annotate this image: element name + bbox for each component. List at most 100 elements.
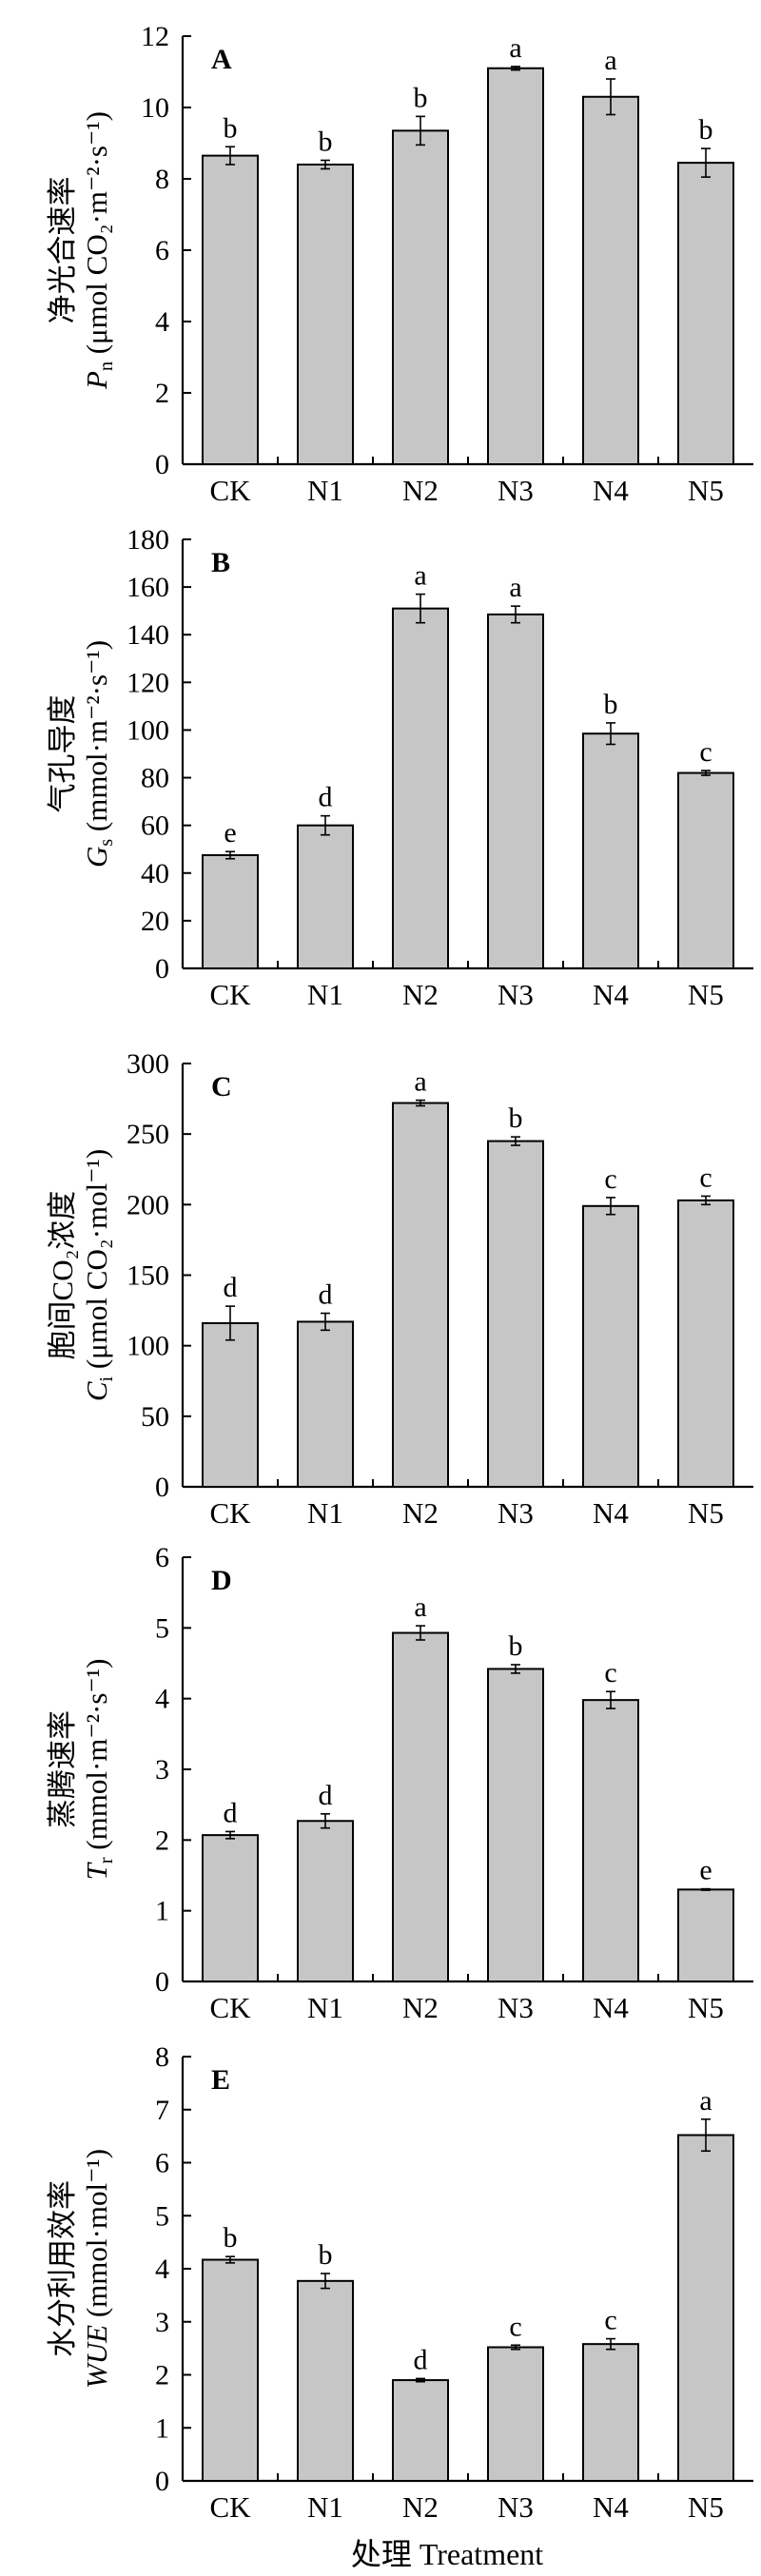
panel-b-y-label-subscript: s — [96, 839, 117, 847]
panel-c-y-tick-label: 0 — [155, 1472, 169, 1503]
panel-d-significance-label: e — [699, 1855, 712, 1886]
panel-d-y-label-variable: T — [80, 1861, 113, 1880]
panel-d-y-label-cn: 蒸腾速率 — [46, 1710, 79, 1828]
panel-b-category-label: CK — [209, 978, 251, 1011]
panel-e-bar — [677, 2134, 734, 2482]
panel-c-category-label: CK — [209, 1496, 251, 1530]
panel-a-y-tick-label: 8 — [155, 164, 169, 195]
panel-b-y-label-unit: Gs (mmol·m⁻²·s⁻¹) — [80, 640, 117, 868]
panel-d-significance-label: b — [509, 1630, 523, 1662]
panel-d-y-tick-label: 6 — [155, 1542, 169, 1573]
panel-d-significance-label: c — [604, 1657, 616, 1688]
panel-b-y-tick-label: 160 — [127, 572, 169, 603]
panel-a-category-label: N1 — [307, 474, 343, 507]
panel-a-significance-label: b — [699, 114, 713, 146]
panel-c-bar — [297, 1320, 354, 1488]
panel-b-bar — [297, 824, 354, 970]
panel-a-letter: A — [211, 44, 232, 75]
panel-a-bar — [487, 67, 544, 465]
panel-b-category-label: N2 — [402, 978, 439, 1011]
panel-c-bar — [582, 1204, 639, 1488]
panel-a-bar — [392, 129, 449, 465]
panel-b-significance-label: a — [509, 572, 521, 603]
panel-e-category-label: N2 — [402, 2490, 439, 2524]
panel-c-y-tick-label: 200 — [127, 1189, 169, 1220]
panel-b-y-tick-label: 100 — [127, 714, 169, 746]
panel-c-bar — [487, 1140, 544, 1489]
panel-d-category-label: N1 — [307, 1991, 343, 2024]
panel-a-bar — [582, 95, 639, 465]
panel-c-y-tick-label: 50 — [141, 1401, 169, 1433]
panel-c-significance-label: b — [509, 1103, 523, 1134]
panel-a-category-label: N5 — [688, 474, 724, 507]
panel-d-category-label: N5 — [688, 1991, 724, 2024]
panel-c-y-tick-label: 100 — [127, 1331, 169, 1362]
panel-e-significance-label: d — [414, 2344, 428, 2375]
panel-b-y-label-units: (mmol·m⁻²·s⁻¹) — [80, 640, 113, 839]
panel-b-letter: B — [211, 547, 230, 578]
panel-a-bar — [297, 164, 354, 465]
panel-b-significance-label: c — [699, 736, 712, 768]
panel-d-bar — [297, 1820, 354, 1982]
panel-b-y-tick-label: 180 — [127, 524, 169, 556]
panel-e-y-label-units: (mmol·mol⁻¹) — [80, 2149, 113, 2325]
panel-b-y-tick-label: 80 — [141, 763, 169, 794]
panel-a-bar — [677, 162, 734, 465]
panel-d-category-label: N4 — [593, 1991, 629, 2024]
panel-d-bar — [392, 1631, 449, 1982]
panel-d-y-tick-label: 3 — [155, 1754, 169, 1786]
panel-e-y-label-unit: WUE (mmol·mol⁻¹) — [80, 2149, 113, 2389]
panel-c-y-label-unit: Ci (μmol CO₂·mol⁻¹) — [80, 1149, 117, 1401]
panel-c-category-label: N5 — [688, 1496, 724, 1530]
panel-b-bar — [582, 732, 639, 969]
panel-d-significance-label: a — [414, 1591, 426, 1623]
panel-e-category-label: N3 — [498, 2490, 534, 2524]
panel-a-y-tick-label: 6 — [155, 235, 169, 266]
panel-c-category-label: N1 — [307, 1496, 343, 1530]
panel-e-bar — [487, 2346, 544, 2483]
panel-e-y-tick-label: 3 — [155, 2307, 169, 2338]
panel-d-y-tick-label: 5 — [155, 1612, 169, 1644]
panel-b-category-label: N1 — [307, 978, 343, 1011]
panel-e-category-label: N5 — [688, 2490, 724, 2524]
panel-b-y-tick-label: 40 — [141, 858, 169, 889]
panel-d-y-tick-label: 1 — [155, 1896, 169, 1927]
panel-d-significance-label: d — [319, 1780, 333, 1811]
panel-b-bar — [677, 771, 734, 969]
panel-b-significance-label: d — [319, 782, 333, 813]
panel-d-bar — [487, 1668, 544, 1982]
panel-e-category-label: CK — [209, 2490, 251, 2524]
panel-a-category-label: CK — [209, 474, 251, 507]
panel-c-letter: C — [211, 1071, 232, 1103]
panel-e-significance-label: c — [509, 2311, 521, 2342]
panel-a-bar — [202, 154, 259, 465]
panel-c-bar — [202, 1321, 259, 1489]
panel-c-significance-label: d — [224, 1272, 238, 1303]
panel-b-bar — [202, 853, 259, 969]
panel-d-y-label-units: (mmol·m⁻²·s⁻¹) — [80, 1659, 113, 1858]
panel-d-category-label: CK — [209, 1991, 251, 2024]
panel-b-bar — [487, 613, 544, 969]
panel-e-bar — [202, 2258, 259, 2482]
panel-b-significance-label: e — [224, 817, 236, 849]
panel-a-y-tick-label: 12 — [141, 21, 169, 52]
panel-e-y-label-variable: WUE — [80, 2325, 113, 2389]
panel-c-bar — [677, 1199, 734, 1488]
x-axis-title: 处理 Treatment — [351, 2537, 543, 2571]
panel-e-y-tick-label: 0 — [155, 2466, 169, 2497]
panel-c-significance-label: c — [604, 1163, 616, 1195]
panel-e-y-label-cn: 水分利用效率 — [46, 2180, 79, 2357]
panel-e-y-tick-label: 4 — [155, 2254, 169, 2285]
panel-a-y-label-subscript: n — [96, 361, 117, 371]
panel-e-bar — [392, 2379, 449, 2482]
panel-e-bar — [297, 2279, 354, 2483]
panel-a-significance-label: a — [604, 45, 616, 76]
panel-e-y-tick-label: 8 — [155, 2041, 169, 2073]
panel-d-bar — [202, 1834, 259, 1982]
panel-b-y-label-cn: 气孔导度 — [46, 695, 79, 813]
panel-a-y-tick-label: 0 — [155, 449, 169, 480]
panel-c-y-tick-label: 250 — [127, 1119, 169, 1150]
panel-a-y-label-unit: Pn (μmol CO₂·m⁻²·s⁻¹) — [80, 111, 117, 390]
panel-c-y-label-cn: 胞间CO₂浓度 — [46, 1191, 79, 1360]
panel-e-letter: E — [211, 2064, 230, 2096]
